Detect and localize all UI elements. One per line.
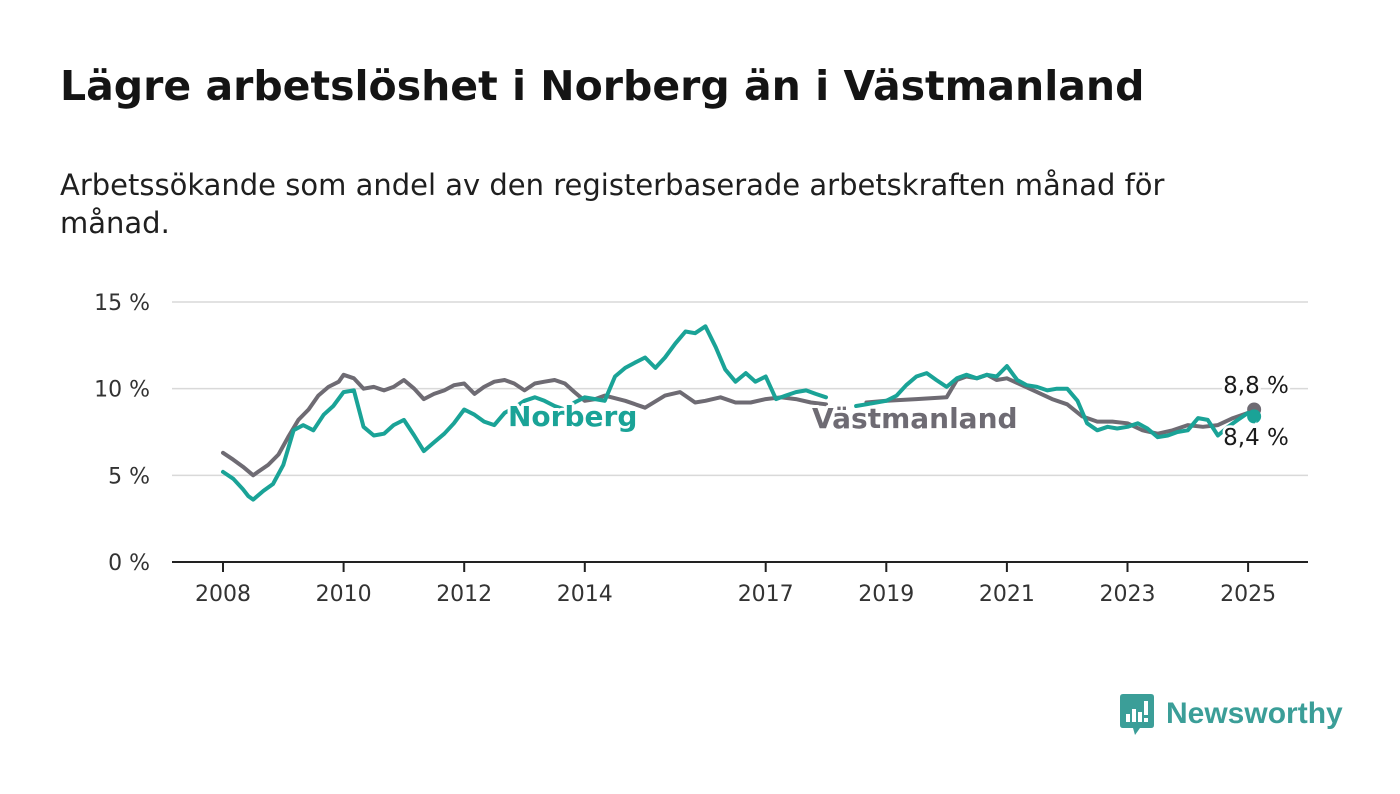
series-line-västmanland <box>221 372 1257 478</box>
y-axis-tick-labels: 0 % 5 % 10 % 15 % <box>94 291 150 576</box>
x-tick-label: 2021 <box>979 582 1035 607</box>
series-label-norberg: Norberg <box>508 400 637 433</box>
y-tick-label: 15 % <box>94 291 150 316</box>
x-tick-label: 2023 <box>1100 582 1156 607</box>
chart-title: Lägre arbetslöshet i Norberg än i Västma… <box>60 62 1145 110</box>
grid-lines <box>172 301 1308 477</box>
x-tick-label: 2017 <box>738 582 794 607</box>
endpoint-norberg <box>1247 409 1262 424</box>
x-tick-label: 2025 <box>1220 582 1276 607</box>
x-tick-label: 2012 <box>436 582 492 607</box>
brand-name: Newsworthy <box>1166 697 1343 730</box>
newsworthy-logo: Newsworthy <box>1120 692 1343 736</box>
newsworthy-bar-chart-icon <box>1120 694 1154 735</box>
series-line-norberg <box>221 324 1257 502</box>
series-label-västmanland: Västmanland <box>812 402 1018 435</box>
x-tick-label: 2014 <box>557 582 613 607</box>
x-tick-label: 2008 <box>195 582 251 607</box>
end-value-label: 8,4 % <box>1223 425 1289 451</box>
y-tick-label: 10 % <box>94 378 150 403</box>
x-axis: 2008 2010 2012 2014 2017 2019 2021 2023 2025 <box>172 561 1308 607</box>
series-lines <box>221 324 1262 502</box>
x-tick-label: 2019 <box>858 582 914 607</box>
x-tick-label: 2010 <box>316 582 372 607</box>
chart-subtitle: Arbetssökande som andel av den registerb… <box>60 168 1165 240</box>
y-tick-label: 5 % <box>108 464 150 489</box>
series-labels: Västmanland Norberg 8,8 % 8,4 % <box>505 371 1291 454</box>
y-tick-label: 0 % <box>108 551 150 576</box>
end-value-label: 8,8 % <box>1223 373 1289 399</box>
